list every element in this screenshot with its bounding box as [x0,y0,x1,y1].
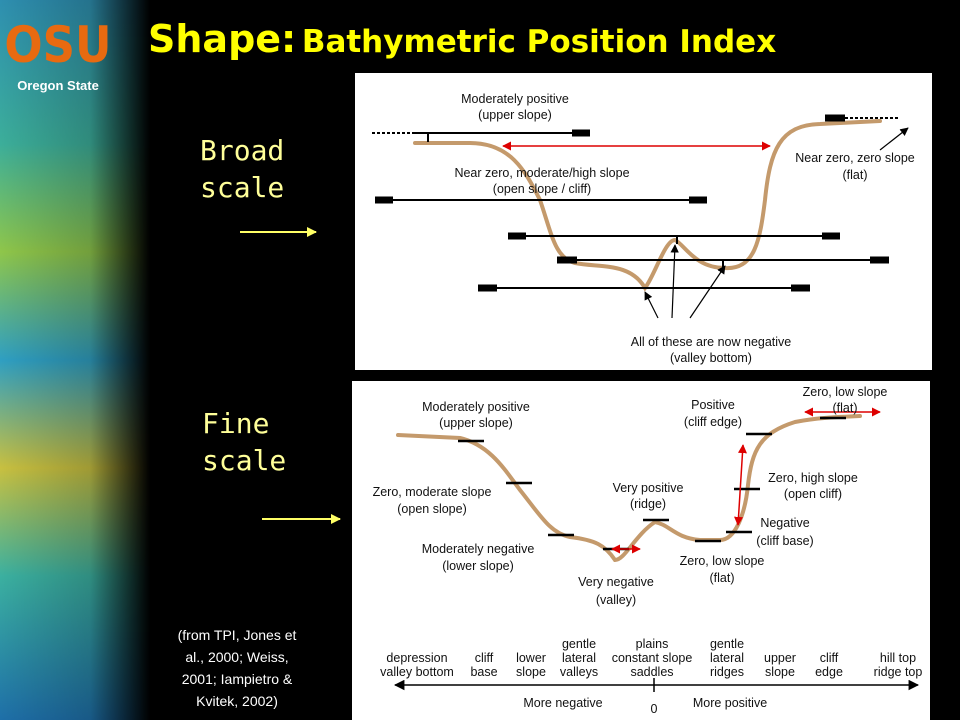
citation: 2001; Iampietro & [182,671,293,687]
scale-label: slope [516,665,546,679]
label: Zero, low slope [803,385,888,399]
label: Very negative [578,575,654,589]
label: More negative [523,696,602,710]
top-panel: Moderately positive (upper slope) Near z… [355,73,932,370]
broad-label: scale [200,171,284,204]
label: (valley bottom) [670,351,752,365]
logo-name: Oregon State [17,78,99,93]
citation: (from TPI, Jones et [178,627,297,643]
scale-label: gentle [562,637,596,651]
label: All of these are now negative [631,335,792,349]
scale-label: edge [815,665,843,679]
label: Near zero, moderate/high slope [454,166,629,180]
label: (flat) [710,571,735,585]
label: (open slope) [397,502,467,516]
scale-label: upper [764,651,796,665]
label: (flat) [833,401,858,415]
scale-label: valleys [560,665,598,679]
scale-label: hill top [880,651,916,665]
broad-label: Broad [200,134,284,167]
citation: Kvitek, 2002) [196,693,278,709]
label: Zero, low slope [680,554,765,568]
logo-mark: OSU [4,16,111,74]
scale-label: cliff [820,651,839,665]
label: (cliff base) [756,534,813,548]
label: Zero, moderate slope [373,485,492,499]
label: (open slope / cliff) [493,182,591,196]
scale-label: constant slope [612,651,693,665]
label: Zero, high slope [768,471,858,485]
scale-label: plains [636,637,669,651]
label: (upper slope) [478,108,552,122]
scale-label: ridge top [874,665,923,679]
scale-label: gentle [710,637,744,651]
scale-label: saddles [630,665,673,679]
label: Negative [760,516,809,530]
label: Moderately negative [422,542,535,556]
scale-label: lower [516,651,546,665]
scale-label: lateral [562,651,596,665]
label: Moderately positive [422,400,530,414]
scale-label: base [470,665,497,679]
fine-label: scale [202,444,286,477]
label: (ridge) [630,497,666,511]
scale-label: ridges [710,665,744,679]
title-shadow: Shape: Bathymetric Position Index [151,20,779,64]
label: More positive [693,696,767,710]
scale-label: valley bottom [380,665,454,679]
scale-label: cliff [475,651,494,665]
label: Near zero, zero slope [795,151,915,165]
scale-label: slope [765,665,795,679]
label: Moderately positive [461,92,569,106]
bottom-panel: Moderately positive (upper slope) Zero, … [352,381,930,720]
scale-label: depression [386,651,447,665]
label: (upper slope) [439,416,513,430]
label: Very positive [613,481,684,495]
strip-fade [0,0,150,720]
title: Shape: Bathymetric Position Index [148,17,776,61]
label: (flat) [843,168,868,182]
label: 0 [651,702,658,716]
label: (lower slope) [442,559,514,573]
label: (cliff edge) [684,415,742,429]
citation: al., 2000; Weiss, [185,649,288,665]
label: Positive [691,398,735,412]
scale-label: lateral [710,651,744,665]
fine-label: Fine [202,407,269,440]
label: (open cliff) [784,487,842,501]
label: (valley) [596,593,636,607]
